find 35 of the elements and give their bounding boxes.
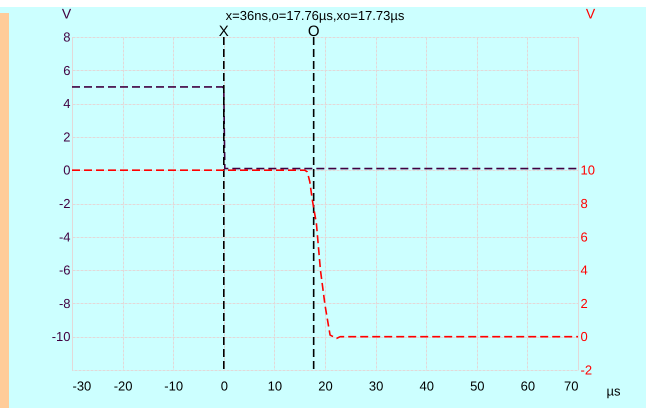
x-tick-label: 70: [564, 378, 578, 394]
y-tick-label: 6: [63, 62, 70, 78]
y-tick-label: 0: [63, 162, 70, 178]
x-tick-label: 0: [220, 378, 228, 394]
x-tick-label: 50: [470, 378, 485, 394]
y2-tick-label: -2: [580, 362, 592, 378]
x-tick-label: 20: [318, 378, 333, 394]
x-tick-label: -30: [72, 378, 92, 394]
x-tick-label: 60: [520, 378, 536, 394]
y-tick-label: -4: [58, 229, 70, 244]
x-tick-label: -20: [114, 378, 132, 394]
y-tick-label: 8: [63, 30, 70, 44]
ref-line-label: X: [218, 23, 229, 40]
y2-tick-label: 0: [580, 329, 588, 344]
y-tick-label: 4: [63, 96, 70, 112]
ref-line-label: O: [308, 23, 320, 40]
y2-tick-label: 4: [580, 262, 588, 278]
y-tick-label: -6: [58, 262, 70, 278]
y2-tick-label: 2: [580, 296, 588, 311]
x-axis-title: µs: [606, 384, 621, 398]
chart-title: x=36ns,o=17.76µs,xo=17.73µs: [226, 8, 405, 23]
y2-tick-label: 10: [580, 162, 595, 178]
x-tick-label: 40: [419, 378, 434, 394]
y-tick-label: -8: [58, 296, 70, 311]
y-tick-label: -2: [58, 196, 70, 211]
y2-tick-label: 6: [580, 229, 588, 244]
y-tick-label: -10: [52, 329, 70, 344]
x-tick-label: 30: [368, 378, 384, 394]
line-series: [72, 169, 578, 340]
y2-tick-label: 8: [580, 196, 588, 211]
y2-axis-title: V: [586, 6, 596, 22]
y-tick-label: 2: [63, 129, 70, 144]
y-axis-title: V: [62, 6, 72, 22]
x-tick-label: 10: [268, 378, 282, 394]
x-tick-label: -10: [164, 378, 184, 394]
